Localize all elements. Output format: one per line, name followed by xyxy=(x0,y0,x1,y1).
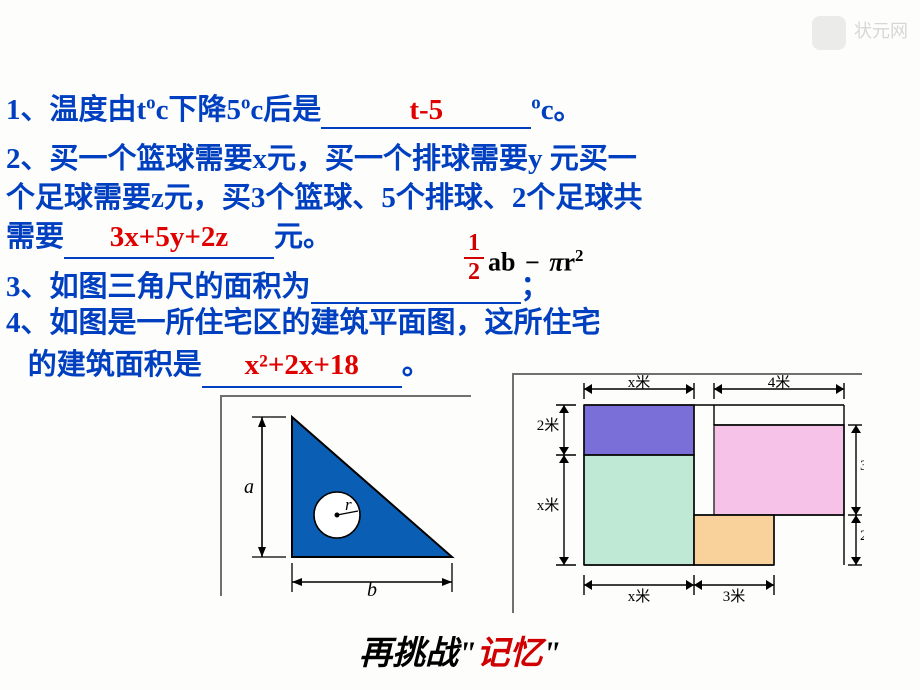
q1-mid2: c后是 xyxy=(250,94,321,126)
question-1: 1、温度由toc下降5oc后是t-5oc。 xyxy=(6,86,583,129)
svg-text:r: r xyxy=(345,495,352,514)
svg-text:x米: x米 xyxy=(628,588,651,605)
q4-answer: x²+2x+18 xyxy=(202,344,402,388)
svg-text:x米: x米 xyxy=(537,497,560,514)
q3-blank xyxy=(311,269,521,304)
q3-rsup: 2 xyxy=(575,246,583,265)
footer-quote-l: " xyxy=(458,636,476,672)
triangle-diagram: r a b xyxy=(220,395,471,596)
q2-text-d: 元。 xyxy=(274,221,332,253)
q4-text-a: 4、如图是一所住宅区的建筑平面图，这所住宅 xyxy=(6,307,601,339)
q3-frac-num: 1 xyxy=(464,230,484,259)
q1-mid1: c下降5 xyxy=(156,94,241,126)
svg-text:4米: 4米 xyxy=(768,375,791,391)
floorplan-diagram: x米 4米 x米 3米 2米 x米 3米 2米 xyxy=(512,373,862,613)
watermark-icon xyxy=(812,16,846,50)
svg-text:x米: x米 xyxy=(628,375,651,391)
floorplan-svg: x米 4米 x米 3米 2米 x米 3米 2米 xyxy=(514,375,864,615)
q1-sup1: o xyxy=(146,92,155,113)
q4-text-b: 的建筑面积是 xyxy=(28,349,202,381)
q1-suffix: c。 xyxy=(541,94,583,126)
q1-answer: t-5 xyxy=(321,94,531,129)
footer: 再挑战"记忆" xyxy=(0,626,920,674)
q4-text-c: 。 xyxy=(402,349,431,381)
svg-text:2米: 2米 xyxy=(537,417,560,434)
q2-text-a: 2、买一个篮球需要x元，买一个排球需要y 元买一 xyxy=(6,143,637,175)
q2-answer: 3x+5y+2z xyxy=(64,218,274,259)
q1-prefix: 1、温度由t xyxy=(6,94,146,126)
svg-text:a: a xyxy=(244,476,254,498)
footer-prefix: 再挑战 xyxy=(359,636,458,672)
q3-text: 3、如图三角尺的面积为 xyxy=(6,271,311,303)
question-3: 3、如图三角尺的面积为 ； xyxy=(6,263,550,306)
q1-sup2: o xyxy=(241,92,250,113)
svg-text:3米: 3米 xyxy=(860,457,864,474)
svg-text:b: b xyxy=(367,579,377,598)
triangle-svg: r a b xyxy=(222,397,473,598)
q2-text-c: 需要 xyxy=(6,221,64,253)
question-2: 2、买一个篮球需要x元，买一个排球需要y 元买一 个足球需要z元，买3个篮球、5… xyxy=(6,140,916,259)
footer-quote-r: " xyxy=(543,636,561,672)
q1-sup3: o xyxy=(531,92,540,113)
watermark: 状元网 xyxy=(812,16,909,50)
watermark-text: 状元网 xyxy=(854,21,908,41)
svg-text:3米: 3米 xyxy=(723,588,746,605)
q3-suffix: ； xyxy=(521,271,550,303)
q3-pi: π xyxy=(549,248,563,277)
footer-word: 记忆 xyxy=(477,636,543,672)
q2-text-b: 个足球需要z元，买3个篮球、5个排球、2个足球共 xyxy=(6,182,642,214)
svg-text:2米: 2米 xyxy=(860,527,864,544)
q3-r: r xyxy=(564,248,576,277)
